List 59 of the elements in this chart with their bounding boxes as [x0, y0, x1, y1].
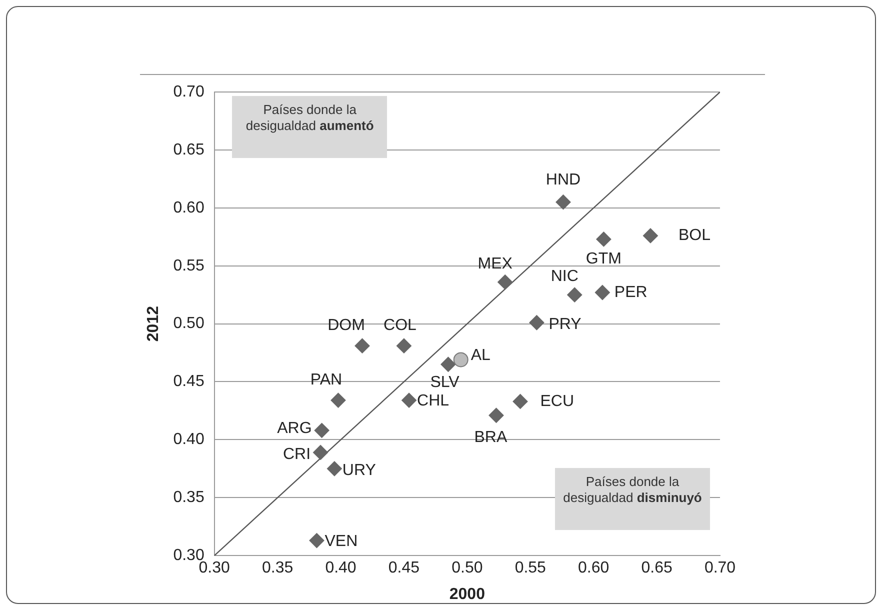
- series-label: AL: [470, 347, 491, 364]
- y-axis-title: 2012: [145, 306, 162, 342]
- annotation: Países donde la desigualdad aumentó: [246, 102, 374, 133]
- series-label: MEX: [478, 255, 513, 272]
- series-label: ARG: [277, 420, 312, 437]
- x-axis-title: 2000: [449, 586, 486, 603]
- point: [642, 228, 658, 244]
- point: [488, 408, 504, 423]
- point: [529, 315, 544, 330]
- series-label: CHL: [417, 392, 450, 410]
- y-tick-label: 0.70: [173, 83, 204, 100]
- series-label: COL: [384, 317, 417, 334]
- series-label: HND: [546, 172, 581, 189]
- point: [330, 392, 346, 408]
- y-tick-label: 0.60: [173, 199, 204, 216]
- x-tick-label: 0.35: [262, 560, 294, 577]
- y-tick-label: 0.55: [173, 257, 204, 274]
- x-tick-label: 0.65: [641, 560, 672, 577]
- y-tick-label: 0.40: [173, 431, 204, 448]
- point: [354, 338, 370, 354]
- point: [309, 533, 324, 548]
- series-label: GTM: [586, 250, 622, 268]
- point: [498, 274, 513, 290]
- x-tick-label: 0.60: [578, 560, 610, 577]
- series-label: BRA: [474, 428, 508, 446]
- series-label: CRI: [282, 446, 311, 463]
- series-label: BOL: [678, 227, 711, 244]
- series-label: SLV: [430, 374, 460, 391]
- point: [556, 194, 571, 210]
- point: [512, 394, 528, 409]
- x-tick-label: 0.50: [452, 560, 483, 577]
- x-tick-label: 0.40: [325, 560, 356, 577]
- point: [596, 232, 612, 247]
- x-tick-label: 0.30: [198, 560, 230, 577]
- point: [326, 461, 342, 476]
- point: [567, 287, 582, 302]
- series-label: DOM: [328, 317, 365, 334]
- point: [402, 392, 417, 408]
- point: [594, 285, 610, 300]
- series-label: ECU: [540, 392, 574, 410]
- y-tick-label: 0.65: [173, 141, 204, 158]
- point: [396, 338, 412, 354]
- point: [440, 356, 456, 372]
- annotation: Países donde la desigualdad disminuyó: [563, 474, 702, 505]
- series-label: PAN: [310, 372, 342, 389]
- series-label: PER: [614, 284, 648, 301]
- point: [313, 444, 328, 460]
- x-tick-label: 0.45: [388, 560, 420, 577]
- series-label: PRY: [548, 316, 582, 334]
- point: [314, 422, 330, 438]
- series-label: URY: [342, 462, 376, 480]
- point: [453, 352, 468, 368]
- series-label: NIC: [550, 268, 578, 286]
- y-tick-label: 0.50: [173, 315, 204, 332]
- y-tick-label: 0.35: [173, 489, 204, 506]
- x-tick-label: 0.70: [704, 560, 736, 577]
- series-label: VEN: [324, 532, 358, 550]
- x-tick-label: 0.55: [514, 560, 546, 577]
- y-tick-label: 0.45: [173, 373, 204, 390]
